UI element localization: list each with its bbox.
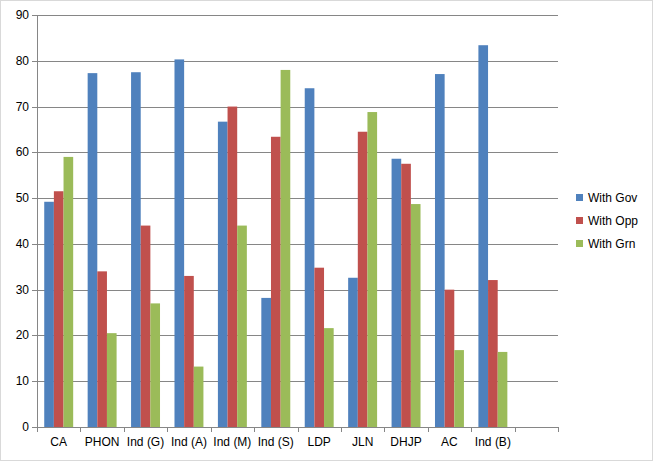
y-tick-label: 0 [22,420,29,434]
y-tick [32,381,37,382]
bar [411,204,421,427]
y-axis [37,15,38,427]
y-tick [32,61,37,62]
x-tick-label: AC [441,435,458,449]
y-tick-label: 60 [16,145,30,159]
chart: 0 10 20 30 40 50 60 70 80 90 CA PHON Ind (G) Ind (A) I… [0,0,653,461]
x-tick-label: CA [50,435,67,449]
legend-swatch [576,194,583,201]
x-tick [254,427,255,432]
y-tick [32,198,37,199]
y-tick [32,335,37,336]
bar [54,191,64,427]
x-tick [558,427,559,432]
y-tick-label: 40 [16,237,30,251]
x-tick-label: Ind (G) [127,435,164,449]
bar [107,333,117,427]
y-tick-label: 80 [16,54,30,68]
x-tick-label: PHON [85,435,120,449]
bar [281,70,291,427]
grid-line [37,15,558,16]
y-tick [32,290,37,291]
x-tick-label: JLN [352,435,373,449]
bar [401,164,411,427]
bar [392,159,402,427]
bar [218,122,228,427]
x-tick [384,427,385,432]
x-tick-label: LDP [308,435,331,449]
x-tick [428,427,429,432]
bar [131,72,141,427]
bar [358,132,368,427]
y-tick-label: 10 [16,374,30,388]
bar [44,202,54,427]
x-tick-label: Ind (B) [475,435,511,449]
legend-label: With Grn [588,237,635,251]
grid-line [37,427,558,428]
bar [454,350,464,427]
bar [271,137,281,427]
bar [435,74,445,427]
bar [64,157,74,427]
x-tick [515,427,516,432]
bars [44,45,507,427]
x-tick-label: Ind (A) [171,435,207,449]
bar [445,290,455,427]
bar [498,352,508,427]
x-tick [341,427,342,432]
y-tick [32,244,37,245]
y-tick-label: 30 [16,283,30,297]
bar [367,112,377,427]
legend: With Gov With Opp With Grn [576,191,638,251]
x-axis [37,427,558,428]
legend-label: With Opp [588,214,638,228]
bar [141,226,151,427]
bar [174,59,184,427]
x-tick [298,427,299,432]
bar [88,73,98,427]
bar [488,280,498,427]
grid [37,16,558,428]
bar [314,268,324,427]
x-tick [211,427,212,432]
bar [324,328,334,427]
bar [478,45,488,427]
y-tick-label: 20 [16,328,30,342]
x-tick [124,427,125,432]
x-tick [167,427,168,432]
bar [150,303,160,427]
bar [97,271,107,427]
y-tick [32,107,37,108]
y-tick [32,152,37,153]
y-tick-label: 50 [16,191,30,205]
chart-background [1,1,653,461]
x-tick-label: Ind (M) [213,435,251,449]
bar [348,278,358,427]
x-tick-label: DHJP [390,435,421,449]
x-tick [80,427,81,432]
legend-swatch [576,240,583,247]
y-tick [32,427,37,428]
bar [305,88,315,427]
y-tick-label: 90 [16,8,30,22]
x-tick [37,427,38,432]
y-tick [32,15,37,16]
x-tick [471,427,472,432]
bar [194,367,204,427]
legend-label: With Gov [588,191,637,205]
x-tick-label: Ind (S) [258,435,294,449]
bar [261,298,271,427]
bar [184,276,194,427]
bar [237,226,247,427]
y-tick-label: 70 [16,100,30,114]
bar [228,107,238,427]
legend-swatch [576,217,583,224]
